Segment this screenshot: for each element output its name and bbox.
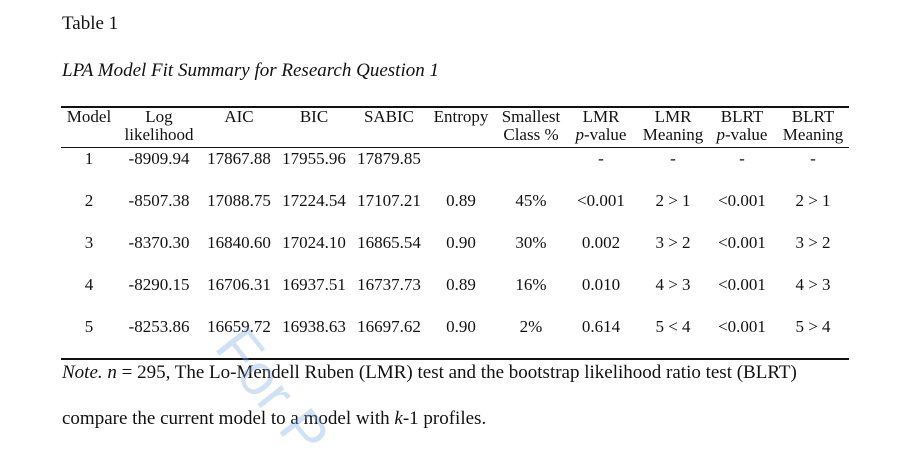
table-cell: 16659.72 (207, 317, 271, 336)
note-label: Note. (62, 362, 103, 383)
column-header-line-2: Class % (503, 125, 559, 144)
table-label: Table 1 (62, 13, 119, 34)
table-cell: - (598, 149, 604, 168)
table-cell: 17088.75 (207, 191, 271, 210)
table-cell: <0.001 (718, 233, 766, 252)
column-header: Log likelihood (114, 108, 204, 144)
table-header-rule (61, 147, 849, 148)
table-cell: 16937.51 (282, 275, 346, 294)
table-cell: -8290.15 (128, 275, 190, 294)
table-cell: 0.89 (446, 275, 476, 294)
table-cell: 4 > 3 (795, 275, 831, 294)
table-cell: 0.90 (446, 317, 476, 336)
column-header-line-1: Log (145, 107, 173, 126)
table-cell: 16865.54 (357, 233, 421, 252)
column-header-line-1: BLRT (720, 107, 764, 126)
table-cell: 17867.88 (207, 149, 271, 168)
column-header: LMR p-value (556, 108, 646, 144)
table-cell: 5 < 4 (655, 317, 691, 336)
table-cell: 2% (519, 317, 543, 336)
table-cell: 3 > 2 (795, 233, 831, 252)
column-header: Model (44, 108, 134, 126)
table-cell: 0.89 (446, 191, 476, 210)
table-note: Note. n = 295, The Lo-Mendell Ruben (LMR… (62, 362, 797, 384)
table-cell: 3 > 2 (655, 233, 691, 252)
table-cell: 5 (84, 317, 94, 336)
note-text: = 295, The Lo-Mendell Ruben (LMR) test a… (116, 362, 797, 383)
column-header: Entropy (416, 108, 506, 126)
column-header-line-1: Entropy (433, 107, 489, 126)
column-header-line-1: BLRT (791, 107, 835, 126)
watermark: For P (202, 315, 342, 468)
table-title: LPA Model Fit Summary for Research Quest… (62, 60, 439, 81)
note-n-symbol: n (107, 362, 117, 383)
column-header: BLRT Meaning (768, 108, 858, 144)
table-cell: -8909.94 (128, 149, 190, 168)
note-text-a: compare the current model to a model wit… (62, 408, 395, 429)
column-header-line-2: Meaning (642, 125, 704, 144)
table-cell: <0.001 (577, 191, 625, 210)
table-cell: -8507.38 (128, 191, 190, 210)
note-k-symbol: k (394, 408, 403, 429)
table-cell: 0.614 (581, 317, 621, 336)
table-cell: 17224.54 (282, 191, 346, 210)
table-cell: 16737.73 (357, 275, 421, 294)
table-cell: 2 (84, 191, 94, 210)
column-header-line-1: BIC (299, 107, 329, 126)
table-cell: - (739, 149, 745, 168)
table-cell: 4 > 3 (655, 275, 691, 294)
note-text-b: -1 profiles. (402, 408, 487, 429)
column-header-line-1: LMR (582, 107, 620, 126)
table-cell: 1 (84, 149, 94, 168)
table-cell: - (670, 149, 676, 168)
column-header-line-1: AIC (224, 107, 254, 126)
column-header-line-2: p-value (575, 125, 627, 144)
table-cell: 0.010 (581, 275, 621, 294)
table-cell: 17024.10 (282, 233, 346, 252)
column-header-line-2: p-value (716, 125, 768, 144)
column-header: AIC (194, 108, 284, 126)
column-header: LMR Meaning (628, 108, 718, 144)
column-header: BLRT p-value (697, 108, 787, 144)
column-header: BIC (269, 108, 359, 126)
table-bottom-rule (61, 358, 849, 360)
table-cell: <0.001 (718, 317, 766, 336)
column-header-line-1: LMR (654, 107, 692, 126)
table-cell: 16706.31 (207, 275, 271, 294)
table-cell: <0.001 (718, 191, 766, 210)
table-cell: 16% (515, 275, 547, 294)
table-cell: 2 > 1 (795, 191, 831, 210)
column-header: Smallest Class % (486, 108, 576, 144)
table-top-rule (61, 106, 849, 108)
table-cell: 2 > 1 (655, 191, 691, 210)
table-cell: 30% (515, 233, 547, 252)
column-header-line-2: Meaning (782, 125, 844, 144)
column-header-line-1: SABIC (363, 107, 415, 126)
table-cell: 0.90 (446, 233, 476, 252)
table-cell: <0.001 (718, 275, 766, 294)
table-cell: 45% (515, 191, 547, 210)
table-cell: 4 (84, 275, 94, 294)
table-cell: - (810, 149, 816, 168)
column-header-line-1: Model (66, 107, 112, 126)
table-cell: -8253.86 (128, 317, 190, 336)
table-cell: 16938.63 (282, 317, 346, 336)
table-cell: -8370.30 (128, 233, 190, 252)
column-header-line-2: likelihood (124, 125, 194, 144)
table-cell: 5 > 4 (795, 317, 831, 336)
column-header: SABIC (344, 108, 434, 126)
table-cell: 17879.85 (357, 149, 421, 168)
table-cell: 17107.21 (357, 191, 421, 210)
column-header-line-1: Smallest (501, 107, 561, 126)
table-note-line-2: compare the current model to a model wit… (62, 408, 486, 430)
table-cell: 16697.62 (357, 317, 421, 336)
table-cell: 0.002 (581, 233, 621, 252)
table-cell: 17955.96 (282, 149, 346, 168)
table-cell: 3 (84, 233, 94, 252)
table-cell: 16840.60 (207, 233, 271, 252)
